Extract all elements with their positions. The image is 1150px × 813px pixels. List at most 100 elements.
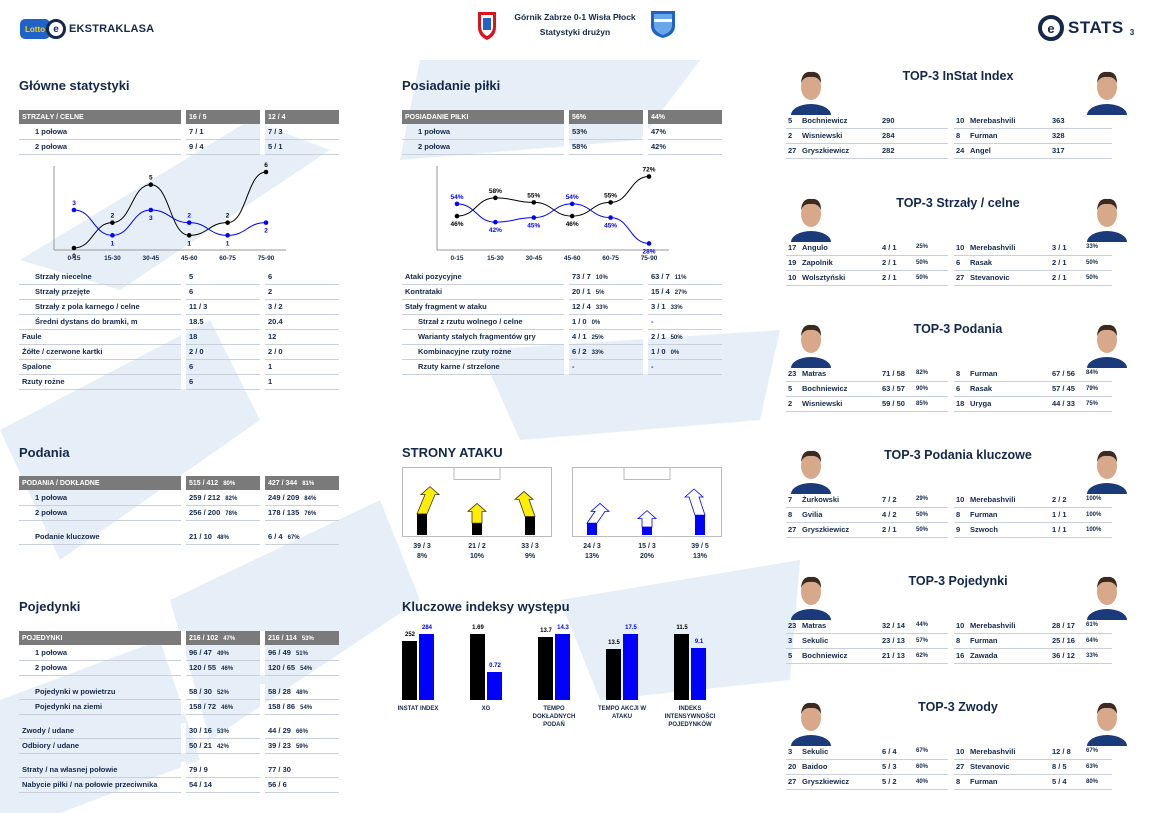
home-player-pct: 57% [914,633,948,649]
row-away-pct: 54% [300,705,313,711]
away-player-value: 363 [1050,113,1084,129]
home-player-value: 282 [880,143,914,159]
home-player-number: 10 [786,270,800,286]
row-away: 63 / 7 11% [648,269,722,285]
data-label: 3 [149,215,153,222]
away-player-number: 27 [954,759,968,775]
home-player-pct: 29% [914,492,948,508]
main-stats-other-table: Strzały niecelne 5 6 Strzały przejęte 6 2 Strz… [19,269,339,390]
index-value-away: 9.1 [694,638,704,645]
header-away: 12 / 4 [265,110,339,124]
key-indices-section: Kluczowe indeksy występu [402,599,570,614]
home-player-pct: 25% [914,240,948,256]
table-header-row: STRZAŁY / CELNE 16 / 5 12 / 4 [19,110,339,124]
away-player-name: Furman [968,366,1050,382]
home-player-pct: 67% [914,744,948,760]
index-bar-home [606,649,621,700]
home-player-value: 21 / 13 [880,648,914,664]
player-shirt [1087,735,1127,746]
header-label: STRZAŁY / CELNE [19,110,181,124]
data-point [186,233,192,238]
top3-table: 17 Angulo 4 / 1 25% 10 Merebashvili 3 / 1 33% 19… [786,240,1112,286]
row-away: 42% [648,139,722,155]
player-hair [801,198,821,210]
row-away: 20.4 [265,314,339,330]
row-home: 79 / 9 [186,762,260,778]
away-player-name: Merebashvili [968,240,1050,256]
table-row: Spalone 6 1 [19,359,339,375]
row-spacer [19,675,339,684]
top3-row: 5 Bochniewicz 21 / 13 62% 16 Zawada 36 / 12 33% [786,648,1112,664]
row-label: Strzały z pola karnego / celne [19,299,181,315]
row-home-pct: 46% [221,705,234,711]
data-label: 1 [111,240,115,247]
player-photo [1087,71,1127,115]
row-home-value: 96 / 47 [189,647,212,657]
player-shirt [791,609,831,620]
away-player-name: Merebashvili [968,744,1050,760]
row-label: Straty / na własnej połowie [19,762,181,778]
row-home-value: 20 / 1 [572,287,591,296]
data-label: 1 [226,240,230,247]
index-value-home: 1.69 [472,625,484,631]
home-player-name: Gryszkiewicz [800,143,880,159]
row-away-value: 3 / 1 [651,302,666,311]
header-away: 44% [648,110,722,124]
top3-table: 23 Matras 71 / 58 82% 8 Furman 67 / 56 84% 5 Boch… [786,366,1112,412]
data-point [646,174,652,179]
row-home-pct: 78% [225,511,238,517]
attack-zone-pct: 13% [584,553,599,560]
home-player-name: Matras [800,618,880,634]
attack-zone-label: 21 / 2 10% [457,542,497,562]
attack-zone-pct: 20% [639,553,654,560]
player-hair [1097,324,1117,336]
player-photo [1087,702,1127,746]
series-line [456,203,650,244]
table-row: 2 połowa 58% 42% [402,139,722,155]
top3-table: 7 Żurkowski 7 / 2 29% 10 Merebashvili 2 / 2 100… [786,492,1112,538]
player-photo [791,450,831,494]
table-row: Strzał z rzutu wolnego / celne 1 / 0 0% - [402,314,722,330]
data-point [569,201,575,207]
player-hair [1097,702,1117,714]
index-bar-away [487,671,502,700]
row-home: 7 / 1 [186,124,260,140]
top3-table: 23 Matras 32 / 14 44% 10 Merebashvili 28 / 17 6… [786,618,1112,664]
row-away: 158 / 86 54% [265,699,339,715]
possession-detail-table: Ataki pozycyjne 73 / 7 10% 63 / 7 11% Kontrat… [402,269,722,375]
possession-table: POSIADANIE PIŁKI 56% 44% 1 połowa 53% 47… [402,110,722,155]
home-player-number: 23 [786,366,800,382]
attack-bar [472,523,482,535]
player-shirt [1087,483,1127,494]
away-player-name: Stevanovic [968,759,1050,775]
row-away: 56 / 6 [265,777,339,793]
index-value-away: 14.3 [557,625,569,631]
league-name: EKSTRAKLASA [69,23,155,35]
row-away-value: 15 / 4 [651,287,670,296]
away-player-number: 10 [954,113,968,129]
data-point [148,207,154,213]
home-player-name: Wolsztyński [800,270,880,286]
home-player-number: 19 [786,255,800,271]
series-line [73,171,267,249]
header-away-pct: 81% [302,480,315,487]
away-player-name: Rasak [968,255,1050,271]
row-away-pct: 51% [295,650,308,657]
x-tick-label: 15-30 [487,255,504,262]
player-face [801,705,821,731]
table-row: Średni dystans do bramki, m 18.5 20.4 [19,314,339,330]
x-tick-label: 0-15 [67,255,80,262]
away-player-name: Stevanovic [968,270,1050,286]
row-home-pct: 25% [591,335,604,341]
attack-bar [642,527,652,535]
index-label: TEMPO DOKŁADNYCH PODAŃ [532,706,576,728]
row-away-value: - [651,362,654,371]
row-home: 6 / 2 33% [569,344,643,360]
table-row: Kombinacyjne rzuty rożne 6 / 2 33% 1 / 0 0% [402,344,722,360]
row-home-value: 6 [189,377,194,386]
table-row: Pojedynki w powietrzu 58 / 30 52% 58 / 28 48… [19,684,339,700]
row-away-value: 63 / 7 [651,271,670,281]
data-point [454,201,460,207]
home-player-number: 7 [786,492,800,508]
attack-zone-pct: 9% [524,553,536,560]
